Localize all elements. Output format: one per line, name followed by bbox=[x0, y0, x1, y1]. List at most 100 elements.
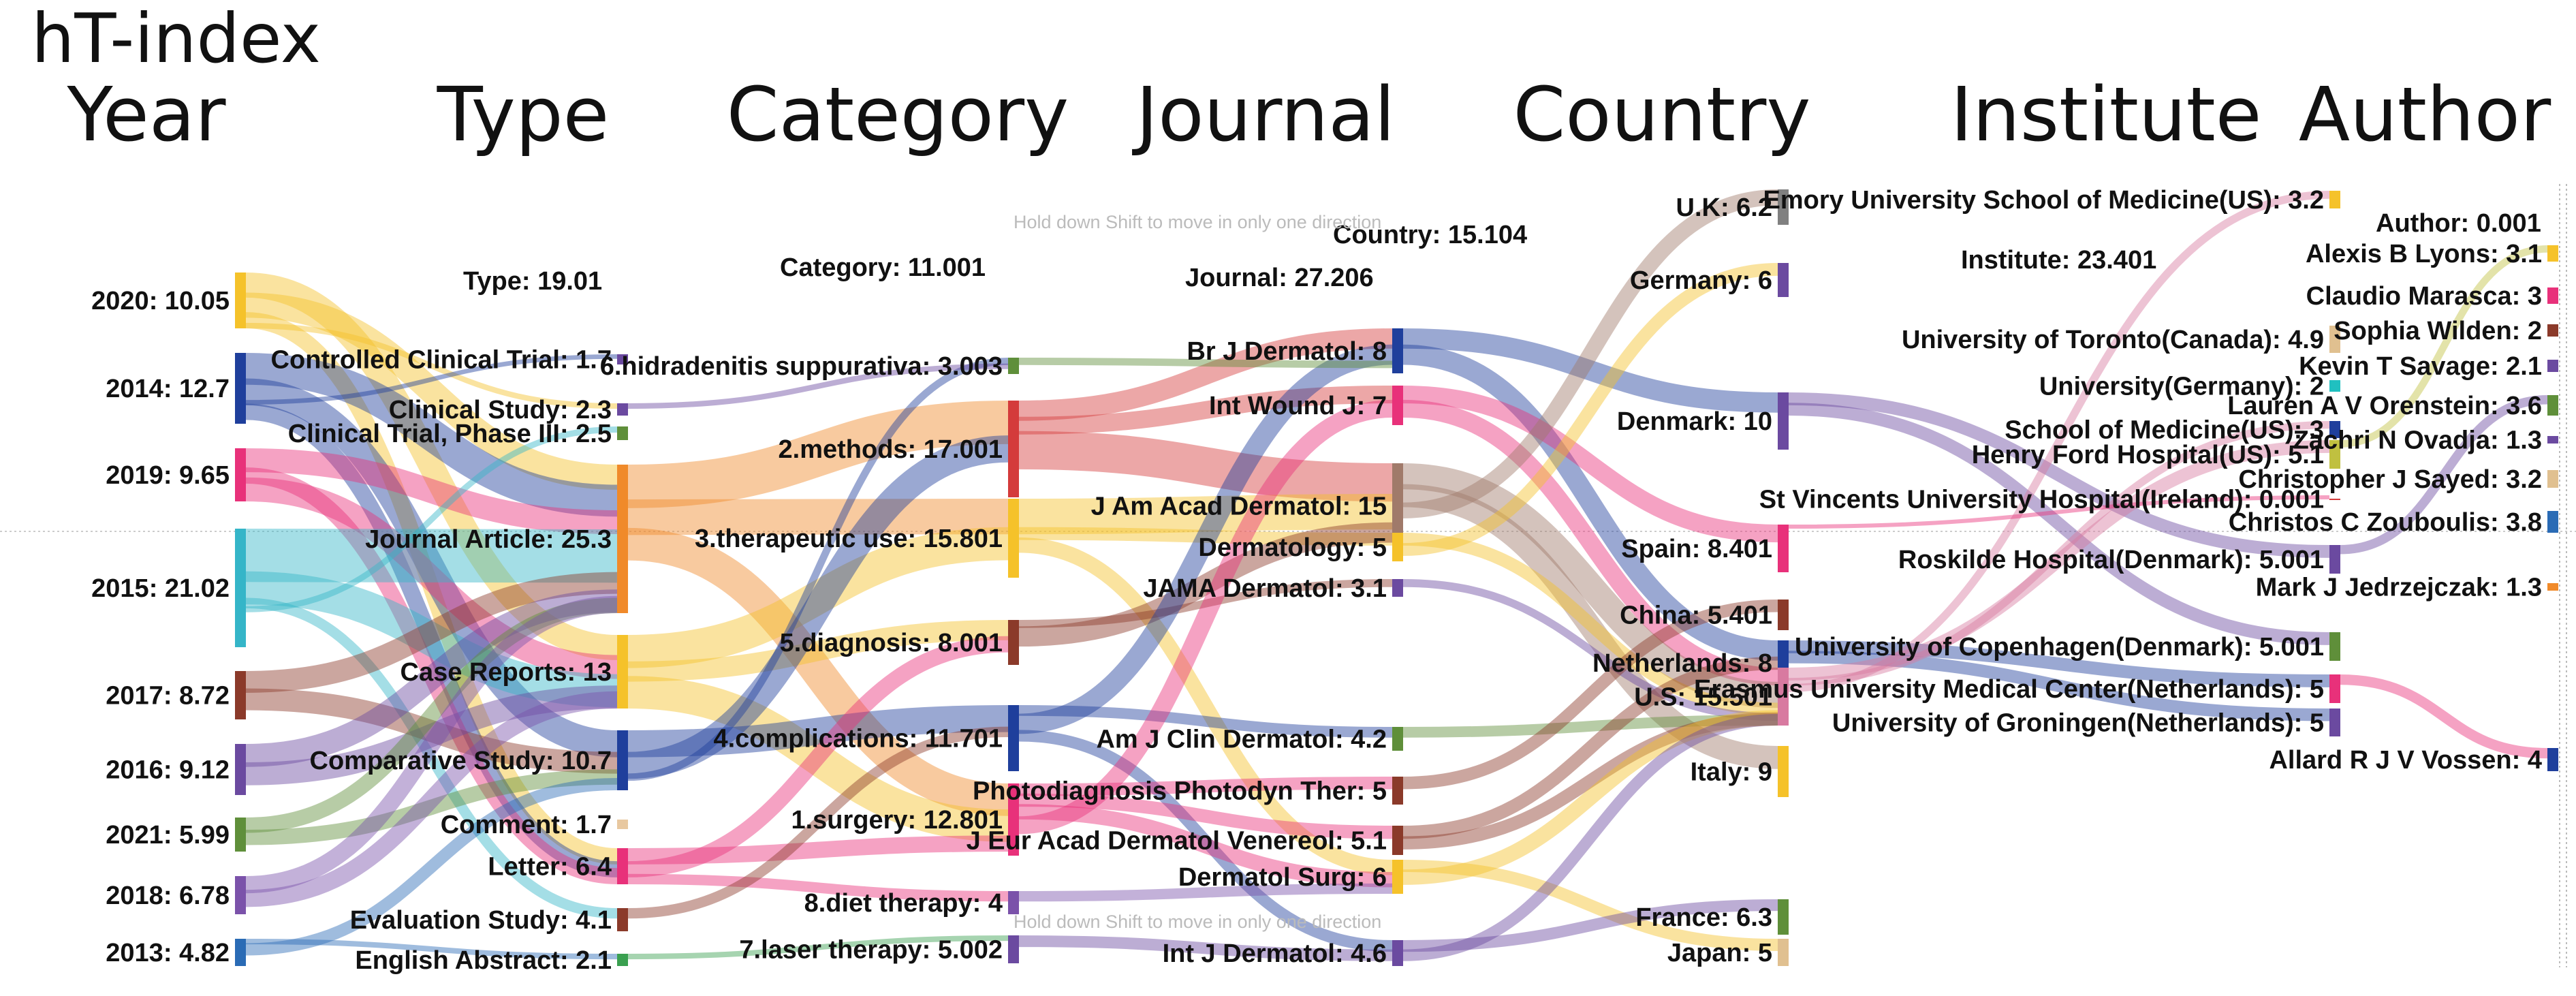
sankey-node-country[interactable] bbox=[1778, 525, 1789, 572]
sankey-node-institute[interactable] bbox=[2329, 191, 2340, 208]
sankey-link[interactable] bbox=[245, 467, 618, 884]
sankey-link[interactable] bbox=[627, 363, 1009, 409]
sankey-node-type[interactable] bbox=[617, 730, 628, 790]
sankey-node-country[interactable] bbox=[1778, 668, 1789, 726]
sankey-node-institute[interactable] bbox=[2329, 709, 2340, 736]
sankey-link[interactable] bbox=[1018, 431, 1393, 502]
sankey-link[interactable] bbox=[245, 769, 618, 845]
sankey-node-type[interactable] bbox=[617, 820, 628, 829]
sankey-link[interactable] bbox=[627, 527, 1009, 816]
sankey-link[interactable] bbox=[1018, 776, 1393, 796]
sankey-link[interactable] bbox=[627, 435, 1009, 779]
sankey-link[interactable] bbox=[245, 778, 618, 956]
sankey-link[interactable] bbox=[1018, 804, 1393, 888]
sankey-link[interactable] bbox=[627, 705, 1009, 758]
sankey-node-journal[interactable] bbox=[1392, 940, 1403, 966]
sankey-link[interactable] bbox=[627, 620, 1009, 682]
sankey-link[interactable] bbox=[1402, 860, 1778, 951]
sankey-link[interactable] bbox=[1788, 392, 2330, 558]
sankey-link[interactable] bbox=[627, 935, 1009, 960]
sankey-link[interactable] bbox=[1402, 713, 1778, 961]
sankey-link[interactable] bbox=[245, 595, 618, 894]
sankey-link[interactable] bbox=[245, 403, 618, 877]
sankey-node-country[interactable] bbox=[1778, 189, 1789, 225]
sankey-node-author[interactable] bbox=[2547, 360, 2558, 372]
sankey-link[interactable] bbox=[1788, 640, 2330, 687]
sankey-link[interactable] bbox=[245, 378, 618, 758]
sankey-node-category[interactable] bbox=[1008, 891, 1019, 914]
sankey-node-category[interactable] bbox=[1008, 935, 1019, 963]
sankey-node-author[interactable] bbox=[2547, 511, 2558, 533]
sankey-link[interactable] bbox=[1402, 656, 1778, 839]
sankey-node-type[interactable] bbox=[617, 426, 628, 440]
sankey-node-category[interactable] bbox=[1008, 401, 1019, 497]
sankey-node-journal[interactable] bbox=[1392, 777, 1403, 805]
sankey-link[interactable] bbox=[245, 353, 618, 517]
sankey-link[interactable] bbox=[1402, 463, 1778, 709]
sankey-link[interactable] bbox=[627, 676, 1009, 842]
sankey-node-author[interactable] bbox=[2547, 470, 2558, 488]
sankey-node-institute[interactable] bbox=[2329, 326, 2340, 353]
sankey-node-author[interactable] bbox=[2547, 583, 2558, 591]
sankey-node-year[interactable] bbox=[235, 818, 246, 852]
sankey-link[interactable] bbox=[1018, 793, 1393, 839]
sankey-node-category[interactable] bbox=[1008, 358, 1019, 374]
sankey-link[interactable] bbox=[1402, 710, 1778, 885]
sankey-node-institute[interactable] bbox=[2329, 380, 2340, 392]
sankey-link[interactable] bbox=[627, 358, 1009, 781]
sankey-node-category[interactable] bbox=[1008, 705, 1019, 771]
sankey-link[interactable] bbox=[627, 726, 1009, 919]
sankey-link[interactable] bbox=[245, 354, 618, 405]
sankey-link[interactable] bbox=[1788, 421, 2330, 686]
sankey-link[interactable] bbox=[245, 597, 618, 919]
sankey-node-year[interactable] bbox=[235, 448, 246, 501]
sankey-node-year[interactable] bbox=[235, 353, 246, 424]
sankey-link[interactable] bbox=[627, 401, 1009, 508]
sankey-node-year[interactable] bbox=[235, 671, 246, 719]
sankey-node-type[interactable] bbox=[617, 465, 628, 613]
sankey-node-type[interactable] bbox=[617, 908, 628, 931]
sankey-link[interactable] bbox=[1402, 579, 1778, 721]
sankey-link[interactable] bbox=[1402, 533, 1778, 716]
sankey-node-type[interactable] bbox=[617, 635, 628, 709]
sankey-link[interactable] bbox=[627, 499, 1009, 535]
sankey-link[interactable] bbox=[1402, 189, 1778, 518]
sankey-link[interactable] bbox=[1018, 386, 1393, 435]
sankey-node-institute[interactable] bbox=[2329, 674, 2340, 703]
sankey-link[interactable] bbox=[1018, 358, 1393, 369]
sankey-link[interactable] bbox=[245, 571, 618, 708]
sankey-link[interactable] bbox=[1402, 484, 1778, 769]
sankey-link[interactable] bbox=[245, 939, 618, 960]
sankey-link[interactable] bbox=[245, 426, 618, 612]
sankey-node-journal[interactable] bbox=[1392, 727, 1403, 751]
sankey-node-institute[interactable] bbox=[2329, 440, 2340, 469]
sankey-node-type[interactable] bbox=[617, 954, 628, 966]
sankey-node-year[interactable] bbox=[235, 744, 246, 795]
sankey-node-journal[interactable] bbox=[1392, 386, 1403, 425]
sankey-node-country[interactable] bbox=[1778, 600, 1789, 630]
sankey-node-year[interactable] bbox=[235, 939, 246, 966]
sankey-link[interactable] bbox=[627, 636, 1009, 877]
sankey-link[interactable] bbox=[1402, 263, 1778, 557]
sankey-node-year[interactable] bbox=[235, 876, 246, 914]
sankey-link[interactable] bbox=[245, 477, 618, 679]
sankey-link[interactable] bbox=[245, 312, 618, 865]
sankey-link[interactable] bbox=[627, 835, 1009, 865]
sankey-link[interactable] bbox=[1018, 399, 1393, 835]
sankey-link[interactable] bbox=[2340, 245, 2548, 448]
sankey-link[interactable] bbox=[1788, 403, 2330, 645]
sankey-link[interactable] bbox=[1788, 495, 2330, 529]
sankey-link[interactable] bbox=[245, 322, 618, 409]
sankey-link[interactable] bbox=[1402, 328, 1778, 413]
sankey-node-category[interactable] bbox=[1008, 620, 1019, 665]
sankey-link[interactable] bbox=[2340, 674, 2548, 759]
sankey-node-journal[interactable] bbox=[1392, 826, 1403, 855]
sankey-node-year[interactable] bbox=[235, 273, 246, 328]
sankey-link[interactable] bbox=[2340, 395, 2548, 555]
sankey-node-institute[interactable] bbox=[2329, 632, 2340, 661]
sankey-node-institute[interactable] bbox=[2329, 499, 2340, 500]
sankey-node-year[interactable] bbox=[235, 529, 246, 647]
sankey-link[interactable] bbox=[1018, 537, 1393, 875]
sankey-link[interactable] bbox=[1018, 494, 1393, 535]
